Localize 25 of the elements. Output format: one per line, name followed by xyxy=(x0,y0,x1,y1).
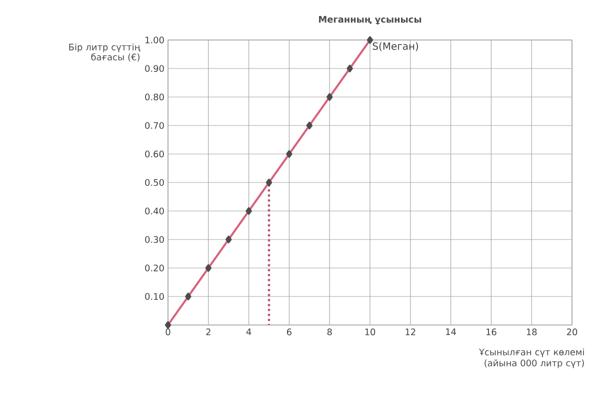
annotation: S(Меган) xyxy=(372,42,418,52)
y-tick-label: 0.30 xyxy=(145,236,164,243)
x-tick-label: 14 xyxy=(446,328,456,336)
x-tick-label: 2 xyxy=(206,328,210,336)
y-tick-label: 0.70 xyxy=(145,122,164,129)
x-tick-label: 6 xyxy=(286,328,292,336)
x-tick-label: 18 xyxy=(526,328,537,336)
x-tick-label: 16 xyxy=(486,328,496,336)
y-tick-label: 0.20 xyxy=(145,264,164,272)
y-tick-label: 0.40 xyxy=(145,208,164,214)
x-tick-label: 12 xyxy=(406,328,416,336)
x-tick-label: 8 xyxy=(327,328,332,336)
y-tick-label: 0.90 xyxy=(145,65,164,72)
y-tick-label: 0.10 xyxy=(145,293,164,300)
y-axis-title: Бір литр сүттің бағасы (€) xyxy=(69,44,140,62)
x-tick-label: 10 xyxy=(365,328,376,336)
chart-title: Меганның ұсынысы xyxy=(319,16,422,24)
y-tick-label: 0.80 xyxy=(145,94,164,100)
x-tick-label: 0 xyxy=(166,328,170,336)
x-tick-label: 20 xyxy=(566,328,578,336)
y-tick-label: 0.50 xyxy=(145,179,164,186)
y-tick-label: 1.00 xyxy=(146,36,164,44)
y-tick-label: 0.60 xyxy=(145,150,164,158)
x-tick-label: 4 xyxy=(246,328,252,336)
x-axis-title: Ұсынылған сүт көлемі (айына 000 литр сүт) xyxy=(478,348,584,368)
